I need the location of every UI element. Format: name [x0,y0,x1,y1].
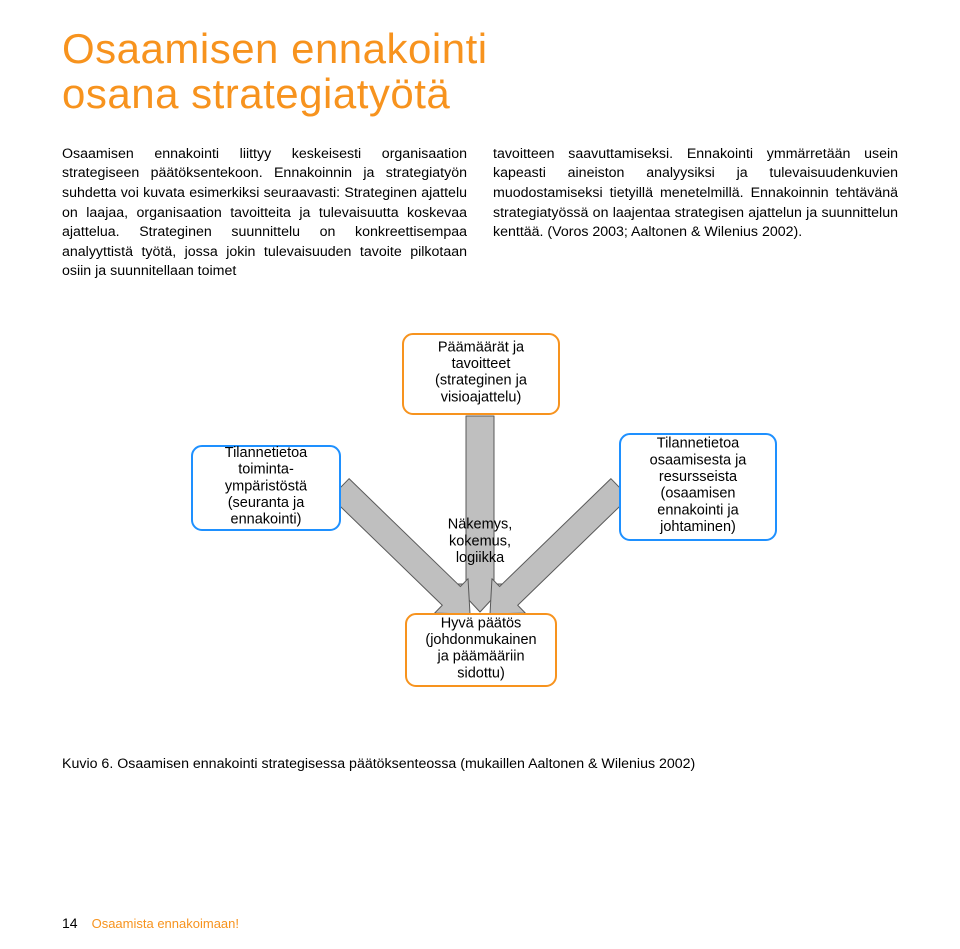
svg-text:sidottu): sidottu) [457,665,505,681]
paragraph-right: tavoitteen saavuttamiseksi. Ennakointi y… [493,145,898,282]
svg-text:Tilannetietoa: Tilannetietoa [225,445,308,461]
svg-text:logiikka: logiikka [456,550,505,566]
paragraph-left: Osaamisen ennakointi liittyy keskeisesti… [62,145,467,282]
svg-text:(osaamisen: (osaamisen [661,486,736,502]
svg-text:ympäristöstä: ympäristöstä [225,478,308,494]
svg-text:resursseista: resursseista [659,469,738,485]
svg-text:(seuranta ja: (seuranta ja [228,495,306,511]
node-competence: Tilannetietoaosaamisesta jaresursseista(… [620,434,776,540]
svg-text:ja päämääriin: ja päämääriin [436,649,524,665]
svg-text:osaamisesta ja: osaamisesta ja [650,452,748,468]
svg-text:tavoitteet: tavoitteet [452,356,511,372]
svg-text:johtaminen): johtaminen) [659,519,736,535]
svg-text:Päämäärät ja: Päämäärät ja [438,339,525,355]
svg-text:Hyvä päätös: Hyvä päätös [441,615,522,631]
diagram-container: Päämäärät jatavoitteet(strateginen javis… [62,324,898,704]
body-columns: Osaamisen ennakointi liittyy keskeisesti… [62,145,898,282]
figure-caption: Kuvio 6. Osaamisen ennakointi strategise… [62,756,898,772]
title-line-2: osana strategiatyötä [62,71,898,116]
svg-text:ennakointi): ennakointi) [231,512,302,528]
svg-text:kokemus,: kokemus, [449,533,511,549]
node-good-decision: Hyvä päätös(johdonmukainenja päämääriins… [406,614,556,686]
svg-text:Näkemys,: Näkemys, [448,516,512,532]
page-number: 14 [62,915,78,931]
arrow-from-top [454,416,506,612]
page-footer: 14 Osaamista ennakoimaan! [62,915,239,931]
node-goals: Päämäärät jatavoitteet(strateginen javis… [403,334,559,414]
center-label: Näkemys,kokemus,logiikka [448,516,512,565]
svg-text:Tilannetietoa: Tilannetietoa [657,436,740,452]
svg-text:(strateginen ja: (strateginen ja [435,373,528,389]
title-line-1: Osaamisen ennakointi [62,26,898,71]
strategy-diagram: Päämäärät jatavoitteet(strateginen javis… [170,324,790,704]
node-environment: Tilannetietoatoiminta-ympäristöstä(seura… [192,445,340,530]
svg-text:toiminta-: toiminta- [238,462,294,478]
publication-name: Osaamista ennakoimaan! [92,916,239,931]
svg-text:visioajattelu): visioajattelu) [441,389,522,405]
svg-text:(johdonmukainen: (johdonmukainen [425,632,536,648]
svg-text:ennakointi ja: ennakointi ja [657,502,739,518]
page-title: Osaamisen ennakointi osana strategiatyöt… [62,26,898,117]
